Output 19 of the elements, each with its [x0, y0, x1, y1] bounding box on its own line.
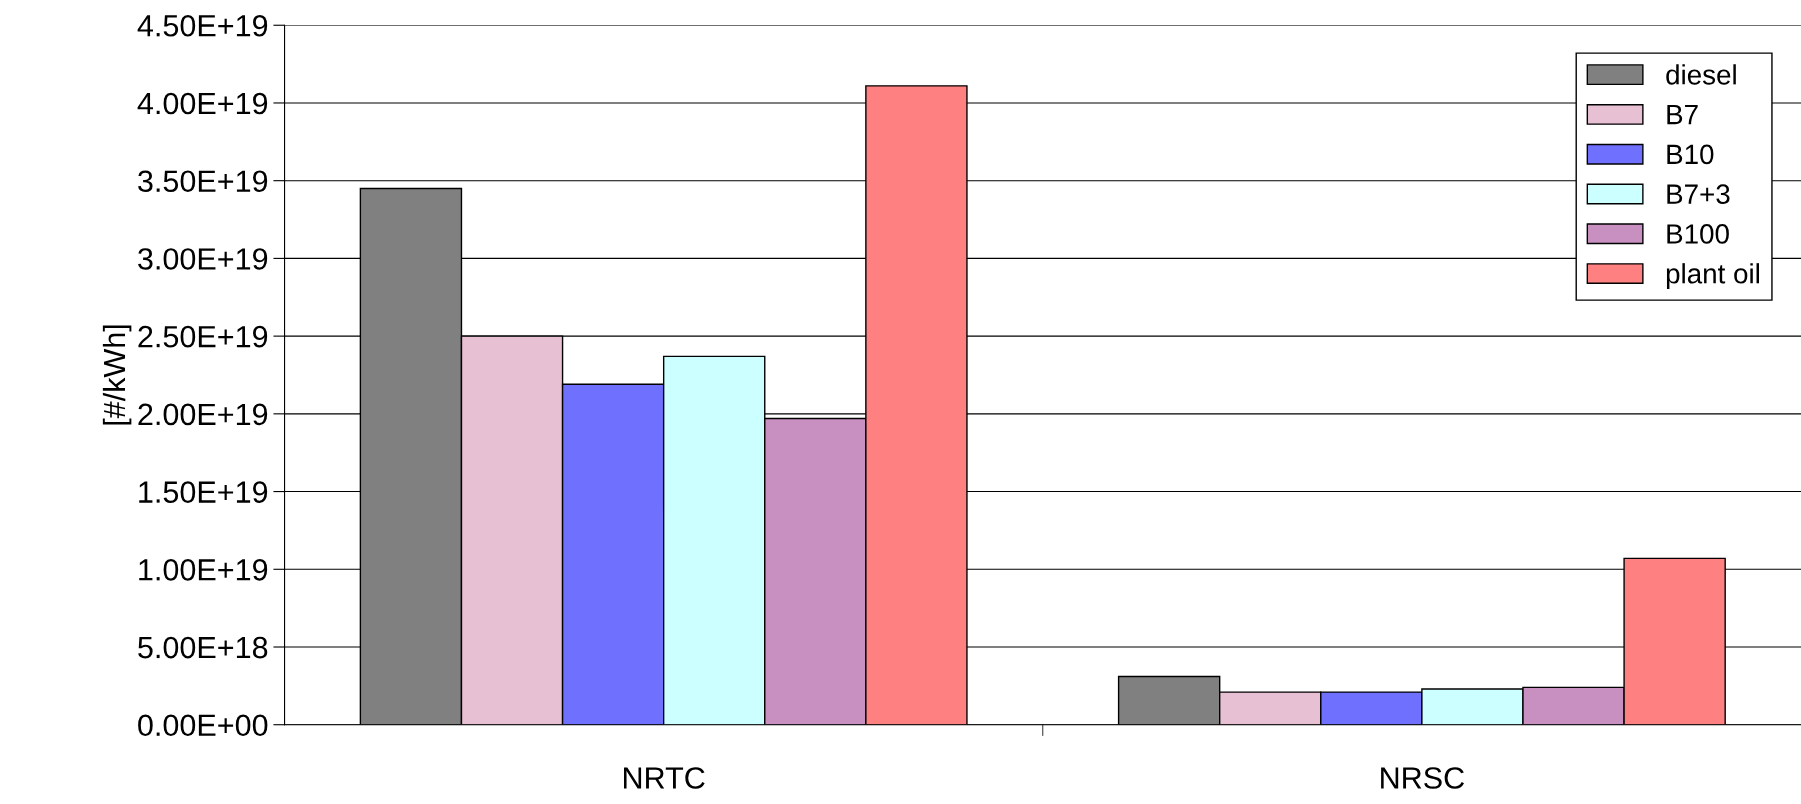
legend-label: B7+3 — [1667, 184, 1730, 204]
legend-label: plant oil — [1666, 263, 1759, 290]
legend-label: B10 — [1667, 144, 1714, 165]
legend-label: diesel — [1666, 64, 1736, 85]
y-tick-label: 2.50E+19 — [138, 325, 268, 348]
y-tick-label: 5.00E+18 — [138, 636, 268, 659]
y-tick-label: 3.00E+19 — [138, 248, 268, 270]
y-tick-label: 3.50E+19 — [138, 170, 268, 193]
y-tick-label: 1.00E+19 — [139, 559, 268, 581]
y-tick-label: 1.50E+19 — [139, 481, 268, 503]
x-tick-label: NRSC — [1381, 767, 1465, 789]
legend-label: B100 — [1667, 224, 1729, 244]
legend-label: B7 — [1667, 105, 1698, 125]
x-tick-label: NRTC — [624, 767, 705, 789]
y-tick-label: 4.50E+19 — [137, 14, 268, 37]
y-tick-label: 0.00E+00 — [138, 714, 268, 737]
y-tick-label: 4.00E+19 — [137, 92, 268, 115]
y-tick-label: 2.00E+19 — [138, 403, 268, 426]
y-axis-title: [#/kWh] — [102, 325, 132, 425]
